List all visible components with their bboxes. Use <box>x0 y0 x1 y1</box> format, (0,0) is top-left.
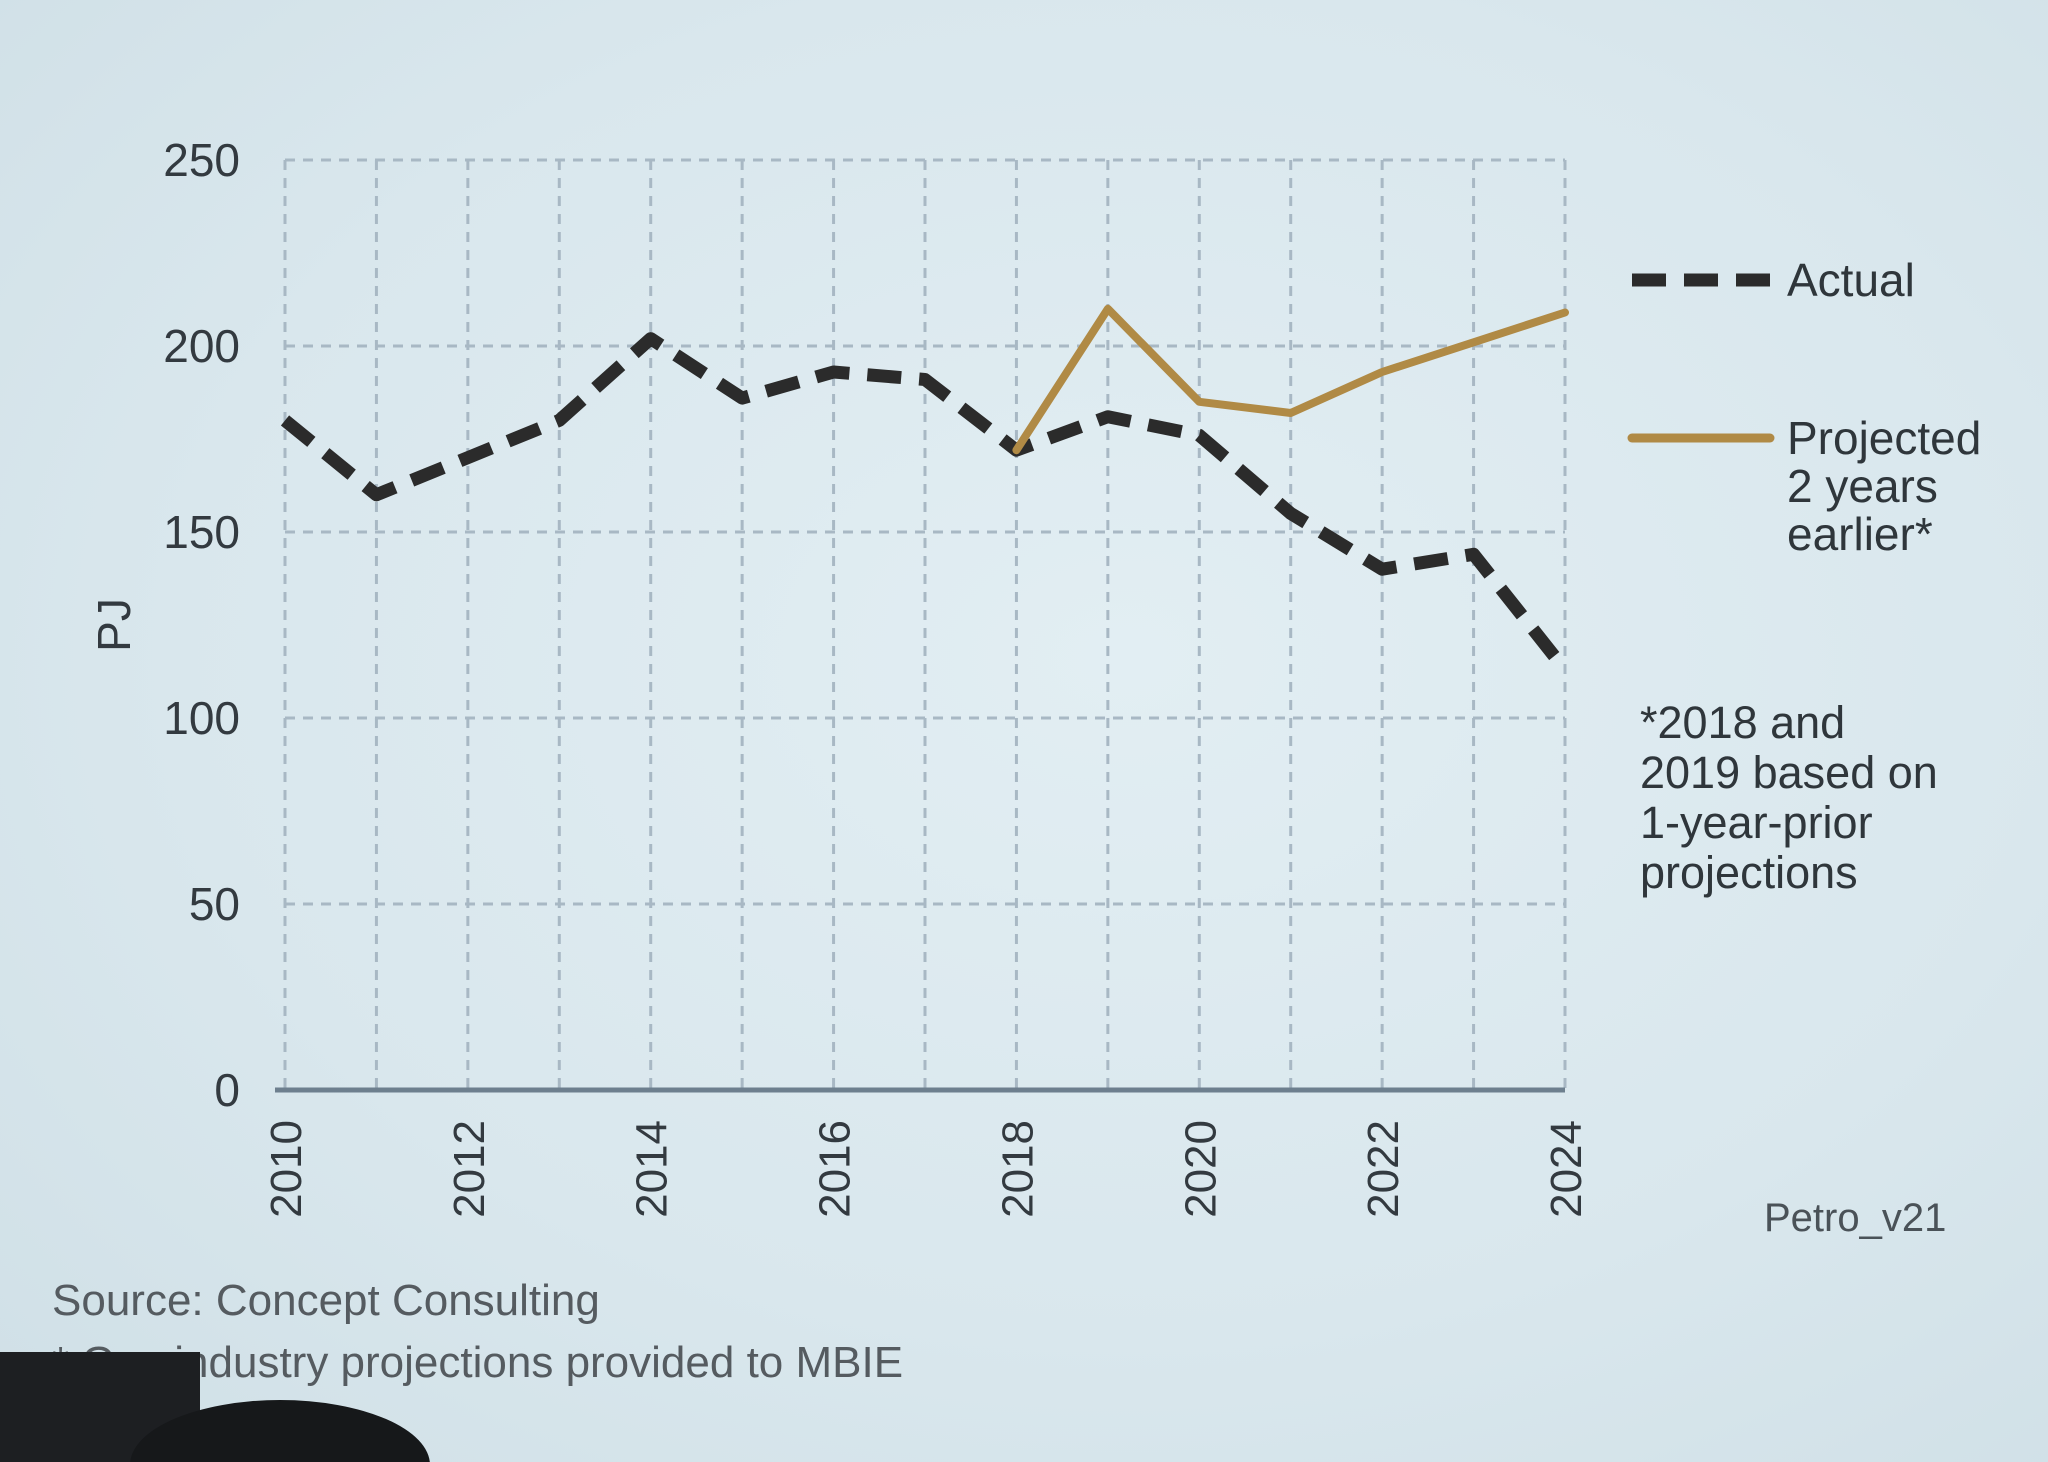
source-text: Source: Concept Consulting <box>52 1276 600 1325</box>
y-tick-label: 0 <box>214 1064 240 1116</box>
y-tick-label: 150 <box>163 506 240 558</box>
note-line: 2019 based on <box>1640 747 1938 798</box>
x-tick-label: 2012 <box>445 1120 494 1218</box>
version-label: Petro_v21 <box>1764 1196 1947 1240</box>
y-tick-label: 100 <box>163 692 240 744</box>
legend-label-projected: Projected <box>1787 412 1981 464</box>
series-line-projected <box>1012 304 1569 455</box>
y-tick-label: 200 <box>163 320 240 372</box>
grid <box>283 158 1567 1090</box>
note-line: 1-year-prior <box>1640 797 1873 848</box>
legend-label-projected: earlier* <box>1787 508 1933 560</box>
note-line: projections <box>1640 847 1858 898</box>
footnote-annotation: *2018 and 2019 based on 1-year-prior pro… <box>1640 698 2020 898</box>
x-tick-label: 2010 <box>262 1120 311 1218</box>
x-tick-label: 2018 <box>993 1120 1042 1218</box>
series <box>280 304 1571 674</box>
y-tick-label: 250 <box>163 134 240 186</box>
legend-label-projected: 2 years <box>1787 460 1938 512</box>
tick-labels: 0 50 100 150 200 250 2010 2012 2014 2016 2018 2020 2… <box>163 134 1591 1218</box>
x-tick-label: 2014 <box>628 1120 677 1218</box>
x-tick-label: 2024 <box>1542 1120 1591 1218</box>
series-line-actual <box>280 332 1571 674</box>
legend-label-actual: Actual <box>1787 254 1915 306</box>
x-tick-label: 2022 <box>1359 1120 1408 1218</box>
note-line: *2018 and <box>1640 697 1846 748</box>
y-axis-title: PJ <box>88 598 140 652</box>
axes: PJ <box>88 598 1565 1093</box>
x-tick-label: 2020 <box>1176 1120 1225 1218</box>
y-tick-label: 50 <box>189 878 240 930</box>
x-tick-label: 2016 <box>811 1120 860 1218</box>
